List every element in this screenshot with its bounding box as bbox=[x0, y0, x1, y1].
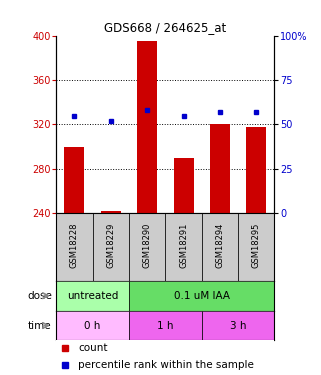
Text: 1 h: 1 h bbox=[157, 321, 174, 330]
Bar bbox=[129, 310, 202, 340]
Text: dose: dose bbox=[27, 291, 52, 301]
Text: 3 h: 3 h bbox=[230, 321, 246, 330]
Bar bbox=[64, 147, 84, 213]
Bar bbox=[92, 213, 129, 281]
Bar bbox=[129, 213, 165, 281]
Bar bbox=[56, 310, 129, 340]
Bar bbox=[202, 213, 238, 281]
Text: GSM18228: GSM18228 bbox=[70, 223, 79, 268]
Text: percentile rank within the sample: percentile rank within the sample bbox=[78, 360, 254, 370]
Title: GDS668 / 264625_at: GDS668 / 264625_at bbox=[104, 21, 226, 34]
Bar bbox=[246, 127, 266, 213]
Text: GSM18290: GSM18290 bbox=[143, 223, 152, 268]
Bar bbox=[210, 124, 230, 213]
Bar bbox=[202, 310, 274, 340]
Text: GSM18229: GSM18229 bbox=[106, 223, 115, 268]
Text: GSM18294: GSM18294 bbox=[215, 223, 224, 268]
Bar bbox=[238, 213, 274, 281]
Text: GSM18291: GSM18291 bbox=[179, 223, 188, 268]
Text: count: count bbox=[78, 343, 108, 352]
Text: time: time bbox=[28, 321, 52, 330]
Bar bbox=[56, 213, 92, 281]
Text: 0.1 uM IAA: 0.1 uM IAA bbox=[174, 291, 230, 301]
Bar bbox=[129, 281, 274, 310]
Bar bbox=[173, 158, 194, 213]
Bar bbox=[56, 281, 129, 310]
Bar bbox=[101, 211, 121, 213]
Bar bbox=[165, 213, 202, 281]
Text: 0 h: 0 h bbox=[84, 321, 101, 330]
Text: untreated: untreated bbox=[67, 291, 118, 301]
Bar bbox=[137, 41, 157, 213]
Text: GSM18295: GSM18295 bbox=[252, 223, 261, 268]
